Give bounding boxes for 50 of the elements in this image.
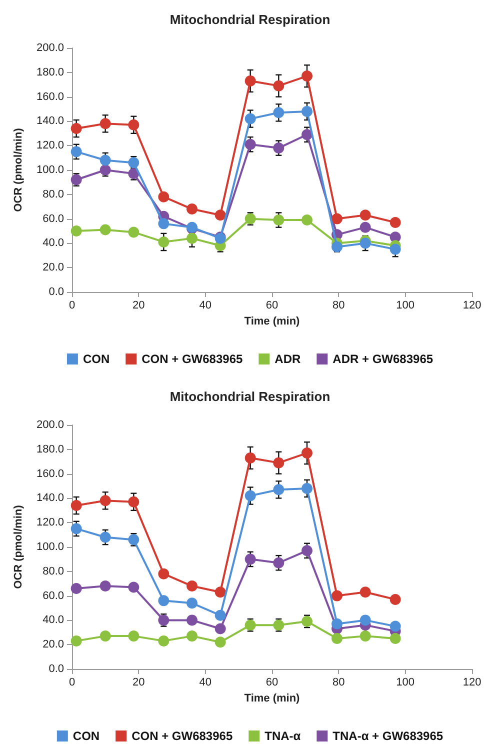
legend-label: ADR	[274, 352, 301, 366]
legend-label: TNA-α	[264, 729, 302, 743]
y-tick-label: 60.0	[42, 590, 64, 602]
y-axis-title: OCR (pmol/min)	[12, 128, 24, 212]
x-tick-label: 120	[462, 676, 482, 688]
y-tick-label: 40.0	[42, 614, 64, 626]
x-tick-label: 100	[396, 300, 415, 312]
y-tick-label: 60.0	[42, 212, 64, 225]
y-tick-label: 100.0	[36, 541, 64, 553]
legend-label: TNA-α + GW683965	[332, 729, 444, 743]
y-tick-label: 40.0	[42, 237, 64, 250]
y-tick-label: 120.0	[36, 140, 64, 152]
x-tick-label: 20	[132, 300, 145, 312]
chart-title: Mitochondrial Respiration	[170, 12, 330, 27]
y-tick-label: 100.0	[36, 164, 64, 176]
x-axis-title: Time (min)	[244, 692, 300, 704]
x-tick-label: 20	[132, 676, 145, 688]
y-tick-label: 0.0	[48, 286, 64, 298]
y-tick-label: 120.0	[36, 516, 64, 529]
y-tick-label: 20.0	[42, 262, 64, 274]
y-tick-label: 80.0	[42, 188, 64, 200]
x-tick-label: 0	[68, 676, 76, 688]
y-tick-label: 160.0	[36, 468, 64, 480]
x-axis-title: Time (min)	[244, 316, 300, 328]
x-tick-label: 60	[266, 300, 278, 312]
y-tick-label: 140.0	[36, 492, 64, 504]
y-axis-title: OCR (pmol/min)	[12, 504, 24, 589]
y-tick-label: 20.0	[42, 638, 64, 651]
y-tick-label: 140.0	[36, 115, 64, 128]
legend-label: ADR + GW683965	[332, 352, 434, 366]
y-tick-label: 160.0	[36, 90, 64, 103]
legend-label: CON + GW683965	[142, 352, 243, 366]
x-tick-label: 60	[266, 676, 278, 688]
legend-label: CON	[82, 352, 110, 366]
legend-label: CON + GW683965	[132, 729, 233, 743]
x-tick-label: 80	[332, 300, 345, 312]
x-tick-label: 0	[68, 300, 76, 312]
legend-label: CON	[72, 729, 100, 743]
y-tick-label: 200.0	[36, 42, 64, 54]
x-tick-label: 100	[396, 676, 415, 688]
y-tick-label: 180.0	[36, 443, 64, 456]
x-tick-label: 120	[462, 300, 482, 312]
y-tick-label: 80.0	[42, 565, 64, 578]
y-tick-label: 200.0	[36, 419, 64, 431]
x-tick-label: 80	[332, 676, 345, 688]
y-tick-label: 180.0	[36, 66, 64, 78]
x-tick-label: 40	[199, 676, 212, 688]
x-tick-label: 40	[199, 300, 212, 312]
y-tick-label: 0.0	[48, 663, 64, 675]
chart-title: Mitochondrial Respiration	[170, 389, 330, 404]
